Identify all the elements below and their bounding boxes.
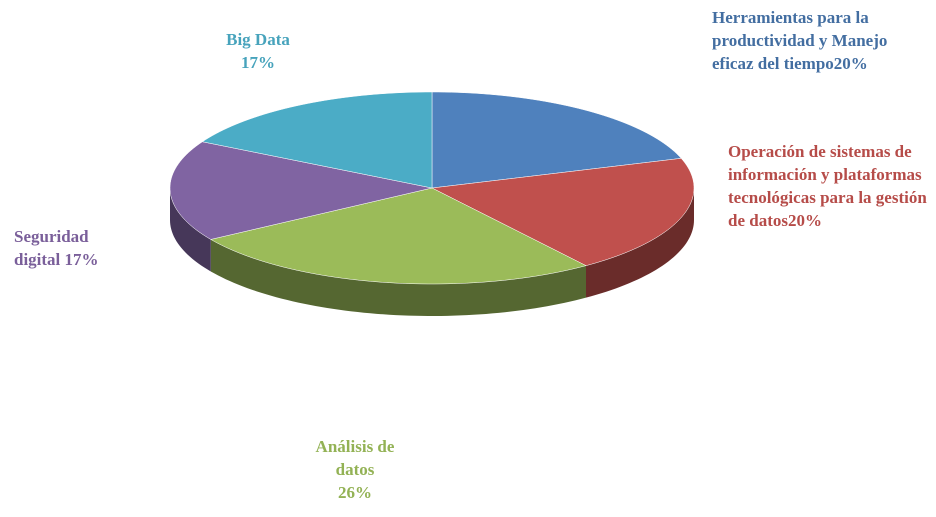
category-label: Análisis de datos: [315, 437, 395, 479]
slice: [431, 158, 695, 266]
data-label: Análisis de datos 26%: [295, 435, 415, 504]
data-label: Operación de sistemas de información y p…: [728, 140, 933, 232]
slice: [169, 141, 433, 240]
category-label: Operación de sistemas de información y p…: [728, 142, 927, 230]
value-label: 17%: [64, 250, 99, 269]
slice: [201, 91, 433, 189]
value-label: 17%: [241, 53, 275, 72]
slice: [431, 91, 682, 189]
data-label: Big Data 17%: [203, 28, 313, 74]
category-label: Herramientas para la productividad y Man…: [712, 8, 888, 73]
slice-side: [585, 188, 694, 298]
slice-side: [210, 239, 586, 316]
value-label: 26%: [338, 483, 372, 502]
data-label: Herramientas para la productividad y Man…: [712, 6, 927, 75]
category-label: Seguridad digital: [14, 227, 89, 269]
slice: [210, 187, 587, 285]
value-label: 20%: [833, 54, 868, 73]
category-label: Big Data: [226, 30, 290, 49]
value-label: 20%: [787, 211, 822, 230]
data-label: Seguridad digital 17%: [14, 225, 124, 271]
slice-side: [170, 188, 211, 272]
